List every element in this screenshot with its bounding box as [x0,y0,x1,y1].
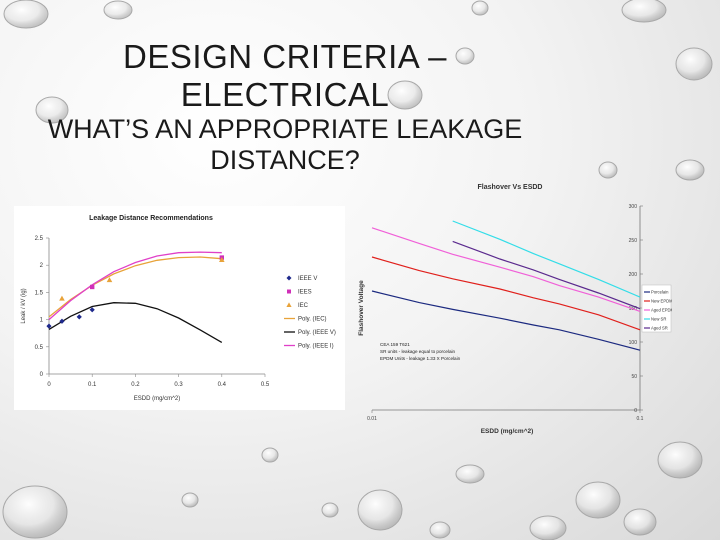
legend-label: Aged SR [651,326,668,331]
water-droplet [623,508,657,536]
water-droplet [529,515,567,540]
legend-label: Poly. (IEC) [298,317,327,323]
series-line-new-sr [452,220,641,298]
leakage-distance-chart: Leakage Distance Recommendations 0 0.1 0.2 0… [14,206,345,410]
water-droplet [3,0,49,29]
chart-annotation: EPDM Units - leakage 1.33 X Porcelain [380,356,461,361]
legend-label: IEES [298,290,312,296]
legend-marker-triangle [286,302,292,307]
series-line-poly-ieee-i- [48,251,222,321]
series-line-poly-iec- [48,256,222,318]
x-tick-label: 0.5 [261,382,270,388]
water-droplet [598,161,618,179]
legend-label: New EPDM [651,299,672,304]
legend-label: Porcelain [651,290,669,295]
y-tick-label: 300 [629,204,638,210]
y-tick-label: 1.5 [35,290,44,296]
series-line-poly-ieee-v- [48,302,223,343]
y-tick-label: 50 [631,374,637,380]
legend-label: Poly. (IEEE V) [298,330,336,336]
water-droplet [455,464,485,484]
y-tick-label: 200 [629,272,638,278]
flashover-vs-esdd-chart: Flashover Vs ESDD 0 50 100 150 200 250 300 0.01 0… [350,180,675,448]
data-point-triangle [219,256,225,262]
y-tick-label: 2 [40,263,44,269]
legend-label: IEEE V [298,276,317,282]
series-line-aged-sr [452,240,641,310]
water-droplet [357,489,403,531]
data-point-square [90,284,95,290]
x-tick-label: 0.1 [88,382,97,388]
x-tick-label: 0.01 [367,416,377,422]
water-droplet [675,159,705,181]
x-axis-label: ESDD (mg/cm^2) [134,396,181,402]
leakage-distance-chart-svg: Leakage Distance Recommendations 0 0.1 0.2 0… [21,215,336,402]
legend-marker-diamond [286,275,292,281]
data-point-diamond [59,318,65,324]
water-droplet [261,447,279,463]
y-tick-label: 0 [634,408,637,414]
water-droplet [103,0,133,20]
legend-marker-square [287,289,291,294]
data-point-triangle [106,277,113,283]
data-point-diamond [76,314,82,320]
water-droplet [657,441,703,479]
water-droplet [35,96,69,124]
y-tick-label: 1 [40,318,44,324]
chart-annotation: CEA 159 T621 [380,342,410,347]
chart-annotation: SR units - leakage equal to porcelain [380,349,456,354]
series-line-new-epdm [371,256,641,331]
y-tick-label: 2.5 [35,236,44,242]
legend-box [641,284,672,333]
y-axis-label: Flashover Voltage [358,280,365,336]
water-droplet [621,0,667,23]
data-point-triangle [59,295,65,301]
y-tick-label: 100 [629,340,638,346]
x-tick-label: 0.1 [637,416,644,422]
x-tick-label: 0 [47,382,51,388]
legend-label: IEC [298,303,309,309]
x-axis-label: ESDD (mg/cm^2) [481,427,534,435]
legend-label: New SR [651,317,666,322]
slide-subtitle: WHAT’S AN APPROPRIATE LEAKAGE DISTANCE? [47,114,523,175]
y-tick-label: 250 [629,238,638,244]
x-tick-label: 0.2 [131,382,140,388]
chart-title: Flashover Vs ESDD [478,184,543,191]
x-tick-label: 0.3 [174,382,183,388]
y-tick-label: 0 [40,372,44,378]
water-droplet [471,0,489,16]
water-droplet [675,47,713,81]
data-point-diamond [46,323,52,329]
legend-label: Aged EPDM [651,308,672,313]
chart-title: Leakage Distance Recommendations [89,215,213,222]
water-droplet [2,485,68,539]
water-droplet [575,481,621,519]
water-droplet [181,492,199,508]
legend-label: Poly. (IEEE I) [298,344,334,350]
water-droplet [429,521,451,539]
water-droplet [455,47,475,65]
series-line-porcelain [371,290,641,351]
water-droplet [321,502,339,518]
water-droplet [387,80,423,110]
x-tick-label: 0.4 [218,382,227,388]
slide-title: DESIGN CRITERIA – ELECTRICAL [123,38,447,113]
y-tick-label: 0.5 [35,345,44,351]
y-axis-label: Leak / kV (ig) [21,288,27,323]
series-line-aged-epdm [371,227,641,312]
